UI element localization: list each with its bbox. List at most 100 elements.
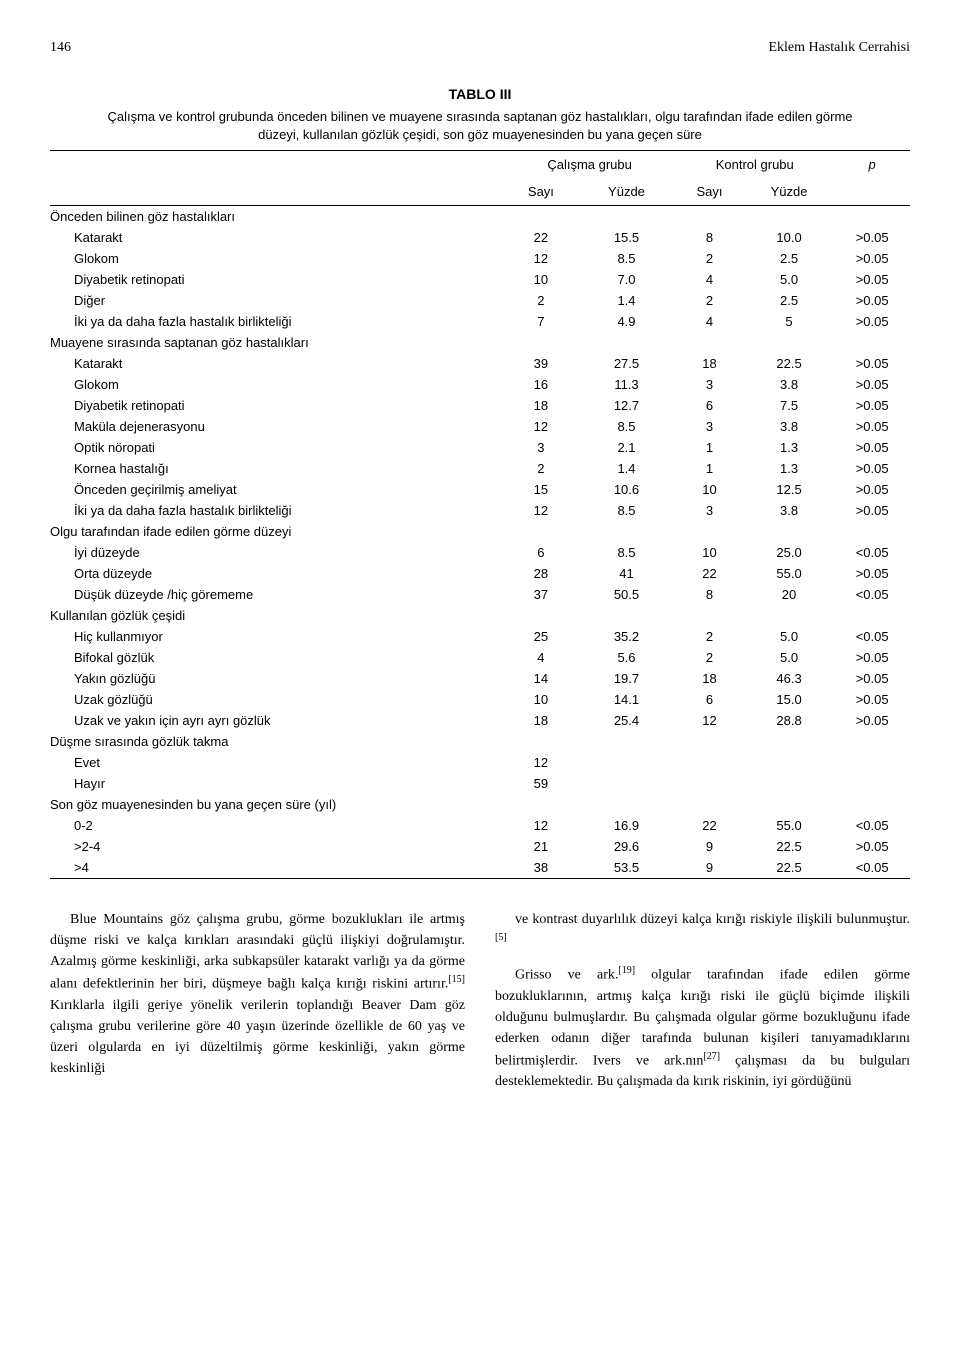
data-table: Çalışma grubu Kontrol grubu p Sayı Yüzde…	[50, 150, 910, 879]
page-header: 146 Eklem Hastalık Cerrahisi	[50, 40, 910, 56]
cell-y2: 25.0	[744, 542, 835, 563]
cell-s2: 22	[675, 563, 744, 584]
cell-y1: 8.5	[578, 542, 675, 563]
cell-y1: 16.9	[578, 815, 675, 836]
cell-name: Diyabetik retinopati	[50, 269, 504, 290]
body-left: Blue Mountains göz çalışma grubu, görme …	[50, 909, 465, 1079]
cell-s2: 8	[675, 584, 744, 605]
cell-p: <0.05	[834, 542, 910, 563]
cell-y2: 5.0	[744, 269, 835, 290]
col-yuzde-2: Yüzde	[744, 178, 835, 206]
cell-y2: 55.0	[744, 563, 835, 584]
cell-p: <0.05	[834, 584, 910, 605]
table-row: Hayır59	[50, 773, 910, 794]
col-sayi-1: Sayı	[504, 178, 578, 206]
cell-s2: 10	[675, 542, 744, 563]
cell-s1: 6	[504, 542, 578, 563]
cell-y2: 1.3	[744, 458, 835, 479]
cell-y2: 46.3	[744, 668, 835, 689]
cell-y1: 27.5	[578, 353, 675, 374]
table-caption: Çalışma ve kontrol grubunda önceden bili…	[100, 108, 860, 144]
cell-y2: 12.5	[744, 479, 835, 500]
section-row: Olgu tarafından ifade edilen görme düzey…	[50, 521, 910, 542]
cell-s2: 10	[675, 479, 744, 500]
cell-s2: 1	[675, 437, 744, 458]
cell-name: Glokom	[50, 248, 504, 269]
cell-p: >0.05	[834, 479, 910, 500]
section-row: Kullanılan gözlük çeşidi	[50, 605, 910, 626]
cell-s1: 22	[504, 227, 578, 248]
table-row: Glokom1611.333.8>0.05	[50, 374, 910, 395]
journal-name: Eklem Hastalık Cerrahisi	[768, 40, 910, 56]
cell-s2: 12	[675, 710, 744, 731]
cell-name: Uzak ve yakın için ayrı ayrı gözlük	[50, 710, 504, 731]
cell-name: Önceden geçirilmiş ameliyat	[50, 479, 504, 500]
table-row: >2-42129.6922.5>0.05	[50, 836, 910, 857]
table-row: Yakın gözlüğü1419.71846.3>0.05	[50, 668, 910, 689]
cell-s1: 10	[504, 269, 578, 290]
cell-s2: 6	[675, 395, 744, 416]
cell-p: >0.05	[834, 353, 910, 374]
cell-s1: 10	[504, 689, 578, 710]
cell-name: Diyabetik retinopati	[50, 395, 504, 416]
cell-name: Bifokal gözlük	[50, 647, 504, 668]
cell-p: >0.05	[834, 647, 910, 668]
cell-s1: 25	[504, 626, 578, 647]
cell-s2: 18	[675, 353, 744, 374]
cell-y2: 2.5	[744, 290, 835, 311]
cell-p: >0.05	[834, 290, 910, 311]
table-row: İki ya da daha fazla hastalık birlikteli…	[50, 311, 910, 332]
cell-y1: 35.2	[578, 626, 675, 647]
cell-name: Diğer	[50, 290, 504, 311]
cell-y2: 28.8	[744, 710, 835, 731]
table-row: Orta düzeyde28412255.0>0.05	[50, 563, 910, 584]
cell-y2: 3.8	[744, 500, 835, 521]
cell-y2: 5.0	[744, 626, 835, 647]
section-label: Muayene sırasında saptanan göz hastalıkl…	[50, 332, 910, 353]
cell-y2: 10.0	[744, 227, 835, 248]
cell-p: >0.05	[834, 248, 910, 269]
cell-s2: 1	[675, 458, 744, 479]
cell-name: Yakın gözlüğü	[50, 668, 504, 689]
cell-s1: 21	[504, 836, 578, 857]
cell-s1: 18	[504, 710, 578, 731]
cell-s1: 38	[504, 857, 578, 879]
table-row: Diyabetik retinopati107.045.0>0.05	[50, 269, 910, 290]
cell-y1: 4.9	[578, 311, 675, 332]
cell-s2: 3	[675, 416, 744, 437]
section-label: Son göz muayenesinden bu yana geçen süre…	[50, 794, 910, 815]
section-row: Muayene sırasında saptanan göz hastalıkl…	[50, 332, 910, 353]
cell-p: >0.05	[834, 710, 910, 731]
cell-p	[834, 752, 910, 773]
cell-p: >0.05	[834, 416, 910, 437]
table-row: Diğer21.422.5>0.05	[50, 290, 910, 311]
table-row: Optik nöropati32.111.3>0.05	[50, 437, 910, 458]
cell-s1: 3	[504, 437, 578, 458]
cell-y1: 53.5	[578, 857, 675, 879]
cell-s1: 15	[504, 479, 578, 500]
table-row: Uzak gözlüğü1014.1615.0>0.05	[50, 689, 910, 710]
cell-p: >0.05	[834, 269, 910, 290]
cell-s1: 2	[504, 290, 578, 311]
col-p: p	[834, 151, 910, 179]
cell-y1: 25.4	[578, 710, 675, 731]
cell-y2: 22.5	[744, 836, 835, 857]
col-group-2: Kontrol grubu	[675, 151, 834, 179]
cell-y2: 55.0	[744, 815, 835, 836]
cell-name: Uzak gözlüğü	[50, 689, 504, 710]
cell-name: >2-4	[50, 836, 504, 857]
table-row: Hiç kullanmıyor2535.225.0<0.05	[50, 626, 910, 647]
cell-s2: 2	[675, 626, 744, 647]
cell-s1: 14	[504, 668, 578, 689]
cell-y1	[578, 752, 675, 773]
cell-s2: 9	[675, 857, 744, 879]
cell-name: 0-2	[50, 815, 504, 836]
cell-s1: 7	[504, 311, 578, 332]
cell-s2: 3	[675, 374, 744, 395]
table-row: Katarakt2215.5810.0>0.05	[50, 227, 910, 248]
cell-y2: 2.5	[744, 248, 835, 269]
cell-s1: 4	[504, 647, 578, 668]
cell-y2: 7.5	[744, 395, 835, 416]
section-row: Önceden bilinen göz hastalıkları	[50, 206, 910, 228]
cell-y2	[744, 752, 835, 773]
